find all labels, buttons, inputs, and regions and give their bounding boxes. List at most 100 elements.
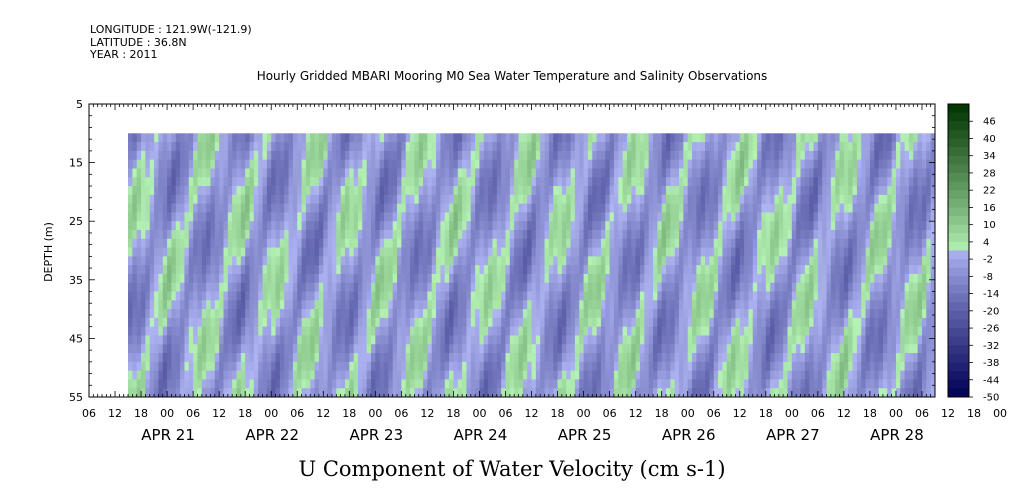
heatmap-cell (748, 353, 754, 363)
heatmap-cell (600, 282, 606, 293)
heatmap-cell (292, 247, 298, 257)
heatmap-cell (371, 309, 376, 319)
heatmap-cell (128, 212, 129, 222)
heatmap-cell (258, 326, 264, 337)
heatmap-cell (431, 212, 437, 222)
heatmap-cell (522, 300, 528, 310)
heatmap-cell (340, 238, 346, 249)
heatmap-cell (674, 370, 680, 381)
heatmap-cell (570, 168, 576, 178)
heatmap-cell (457, 133, 463, 143)
heatmap-cell (670, 265, 676, 275)
heatmap-cell (405, 335, 411, 345)
heatmap-cell (548, 159, 554, 170)
heatmap-cell (540, 291, 546, 301)
heatmap-cell (518, 388, 524, 397)
heatmap-cell (674, 353, 680, 363)
heatmap-cell (392, 344, 398, 354)
heatmap-cell (618, 212, 624, 222)
heatmap-cell (509, 353, 515, 363)
heatmap-cell (310, 142, 316, 152)
heatmap-cell (357, 273, 363, 284)
heatmap-cell (149, 177, 155, 187)
heatmap-cell (613, 291, 619, 301)
heatmap-cell (661, 282, 667, 293)
heatmap-cell (561, 282, 567, 293)
heatmap-cell (739, 142, 745, 152)
heatmap-cell (266, 317, 272, 328)
heatmap-cell (613, 221, 619, 231)
heatmap-cell (214, 388, 220, 397)
heatmap-cell (327, 150, 333, 161)
heatmap-cell (757, 133, 763, 143)
heatmap-cell (336, 282, 342, 293)
heatmap-cell (583, 194, 589, 205)
heatmap-cell (570, 265, 576, 275)
heatmap-cell (783, 361, 789, 372)
heatmap-cell (384, 194, 389, 205)
heatmap-cell (761, 150, 767, 161)
heatmap-cell (527, 212, 533, 222)
heatmap-cell (314, 212, 320, 222)
heatmap-cell (253, 150, 259, 161)
heatmap-cell (804, 317, 810, 328)
heatmap-cell (331, 353, 337, 363)
heatmap-cell (232, 344, 238, 354)
heatmap-cell (171, 229, 177, 240)
heatmap-cell (501, 177, 507, 187)
heatmap-cell (748, 212, 754, 222)
heatmap-cell (249, 291, 255, 301)
heatmap-cell (739, 238, 745, 249)
heatmap-cell (158, 247, 164, 257)
heatmap-cell (744, 309, 750, 319)
heatmap-cell (496, 353, 502, 363)
heatmap-cell (596, 150, 602, 161)
heatmap-cell (271, 273, 277, 284)
heatmap-cell (414, 370, 420, 381)
heatmap-cell (470, 186, 476, 196)
heatmap-cell (232, 168, 238, 178)
heatmap-cell (553, 291, 559, 301)
heatmap-cell (744, 186, 750, 196)
heatmap-cell (236, 247, 242, 257)
heatmap-cell (180, 203, 186, 214)
heatmap-cell (206, 361, 212, 372)
heatmap-cell (240, 379, 246, 389)
heatmap-cell (613, 229, 619, 240)
heatmap-cell (366, 282, 372, 293)
heatmap-cell (145, 353, 151, 363)
heatmap-cell (240, 326, 246, 337)
heatmap-cell (128, 212, 133, 222)
heatmap-cell (214, 361, 220, 372)
heatmap-cell (245, 247, 251, 257)
heatmap-cell (318, 221, 324, 231)
heatmap-cell (778, 300, 784, 310)
heatmap-cell (284, 212, 290, 222)
heatmap-cell (830, 221, 836, 231)
heatmap-cell (128, 265, 129, 275)
heatmap-cell (379, 335, 385, 345)
heatmap-cell (357, 177, 363, 187)
heatmap-cell (744, 370, 750, 381)
heatmap-cell (353, 194, 359, 205)
heatmap-cell (323, 379, 329, 389)
heatmap-cell (791, 238, 797, 249)
heatmap-cell (765, 344, 771, 354)
heatmap-cell (618, 229, 624, 240)
heatmap-cell (791, 142, 797, 152)
heatmap-cell (214, 133, 220, 143)
heatmap-cell (128, 142, 133, 152)
heatmap-cell (132, 238, 138, 249)
heatmap-cell (687, 273, 693, 284)
heatmap-cell (418, 186, 424, 196)
heatmap-cell (488, 282, 494, 293)
heatmap-cell (791, 150, 797, 161)
heatmap-cell (466, 221, 472, 231)
heatmap-cell (522, 177, 528, 187)
heatmap-cell (479, 388, 485, 397)
heatmap-cell (149, 221, 155, 231)
heatmap-cell (735, 265, 741, 275)
heatmap-cell (232, 256, 238, 266)
heatmap-cell (666, 238, 671, 249)
heatmap-cell (557, 291, 563, 301)
